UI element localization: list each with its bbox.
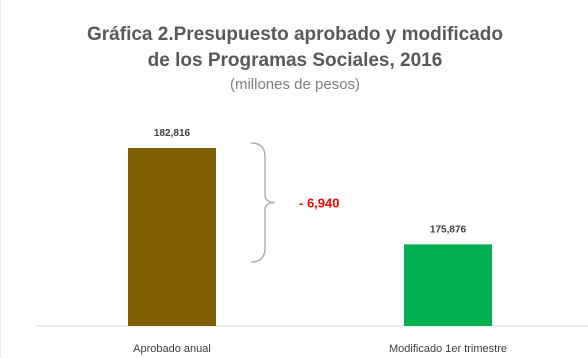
chart-title-line-2: de los Programas Sociales, 2016 — [147, 50, 443, 71]
difference-bracket-group: - 6,940 — [250, 142, 339, 263]
chart-title: Gráfica 2.Presupuesto aprobado y modific… — [1, 22, 588, 96]
bar-1 — [128, 148, 216, 326]
chart-title-line-1: Gráfica 2.Presupuesto aprobado y modific… — [87, 24, 503, 45]
category-label-1: Aprobado anual — [133, 343, 211, 355]
bars-group: 182,816 Aprobado anual 175,876 Modificado 1… — [128, 128, 507, 355]
data-label-1: 182,816 — [154, 128, 191, 139]
category-label-2: Modificado 1er trimestre — [389, 343, 507, 355]
chart-subtitle: (millones de pesos) — [229, 76, 361, 93]
difference-label: - 6,940 — [299, 196, 339, 211]
bar-2 — [404, 244, 492, 326]
data-label-2: 175,876 — [430, 224, 467, 235]
difference-bracket — [250, 142, 276, 263]
